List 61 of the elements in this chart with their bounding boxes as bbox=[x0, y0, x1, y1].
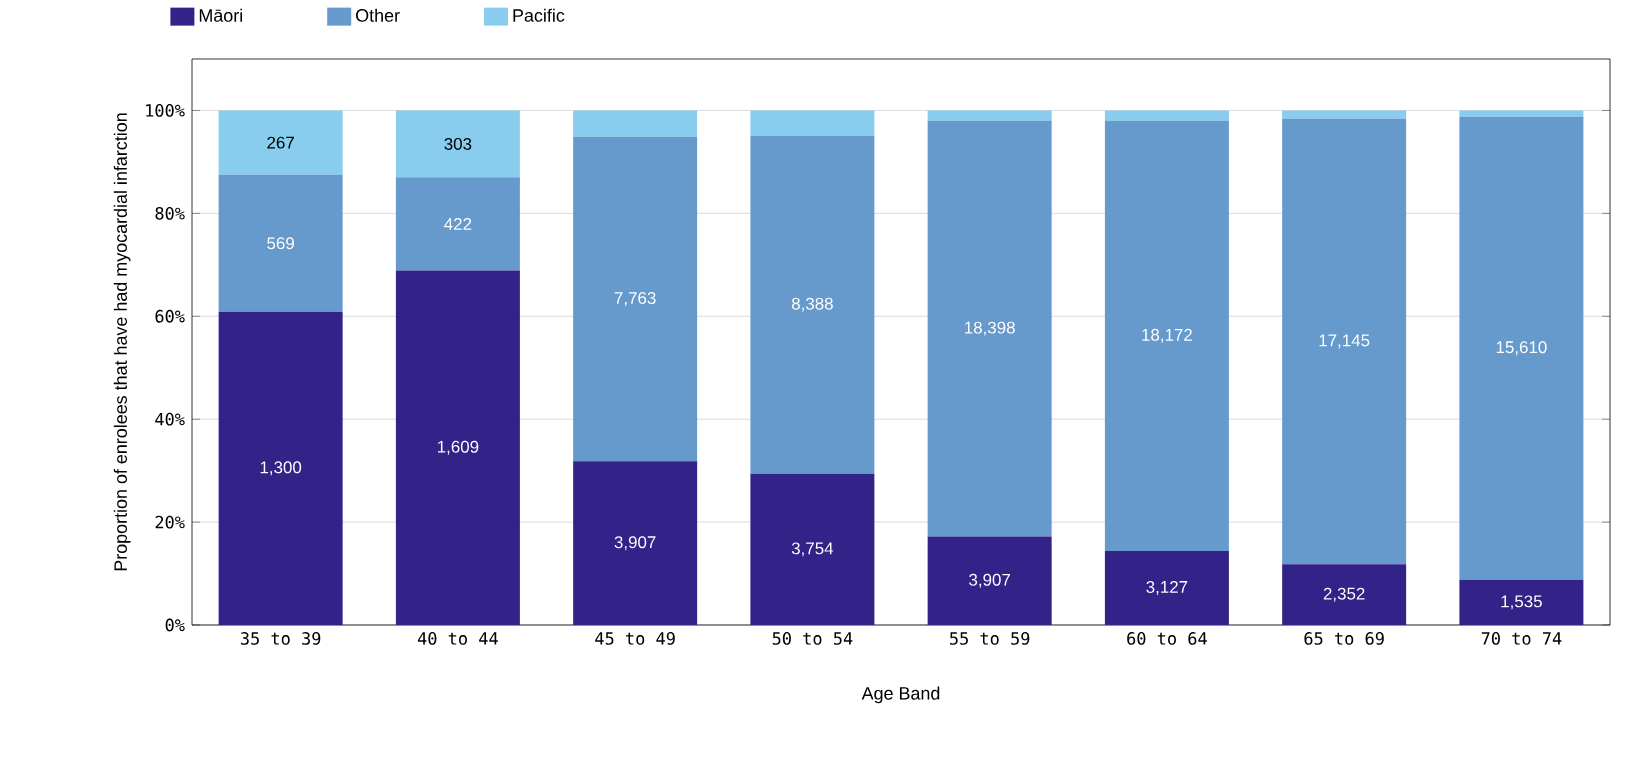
legend-label: Māori bbox=[199, 8, 242, 22]
bar bbox=[218, 174, 343, 312]
bar bbox=[395, 110, 520, 178]
bar bbox=[927, 110, 1052, 121]
annotation: 18,398 bbox=[965, 321, 1015, 336]
annotation: 3,754 bbox=[791, 542, 834, 557]
annotation: 18,172 bbox=[1142, 328, 1192, 343]
bar bbox=[1282, 110, 1407, 119]
y-tick-label: 80% bbox=[155, 206, 185, 220]
x-tick-label: 40 to 44 bbox=[417, 632, 498, 645]
annotation: 7,763 bbox=[614, 292, 656, 307]
annotation: 17,145 bbox=[1319, 334, 1370, 349]
x-tick-label: 50 to 54 bbox=[772, 632, 853, 645]
bar bbox=[750, 473, 875, 625]
y-tick-label: 0% bbox=[165, 618, 185, 632]
x-tick-label: 55 to 59 bbox=[950, 632, 1030, 645]
bar bbox=[1104, 120, 1229, 551]
legend-label: Pacific bbox=[513, 8, 565, 22]
y-axis-title: Proportion of enrolees that have had myocardial infarction bbox=[113, 113, 131, 571]
bar bbox=[573, 110, 698, 137]
y-tick-label: 60% bbox=[155, 309, 185, 323]
annotation: 1,300 bbox=[260, 461, 302, 476]
bar bbox=[218, 311, 343, 625]
bar bbox=[927, 536, 1052, 625]
bar bbox=[750, 135, 875, 474]
bar bbox=[573, 136, 698, 462]
annotation: 8,388 bbox=[791, 297, 833, 312]
annotation: 3,907 bbox=[614, 536, 656, 551]
bar bbox=[750, 110, 875, 136]
annotation: 1,535 bbox=[1501, 595, 1542, 610]
annotation: 3,127 bbox=[1146, 580, 1188, 595]
bar bbox=[395, 177, 520, 271]
annotation: 569 bbox=[267, 237, 294, 250]
annotation: 422 bbox=[444, 218, 472, 230]
bar bbox=[395, 270, 520, 625]
bar bbox=[1459, 579, 1584, 625]
y-tick-label: 100% bbox=[146, 104, 185, 117]
x-tick-label: 70 to 74 bbox=[1481, 632, 1562, 645]
bar bbox=[1282, 118, 1407, 565]
x-tick-label: 65 to 69 bbox=[1304, 632, 1384, 645]
bar bbox=[1104, 550, 1229, 625]
x-tick-label: 60 to 64 bbox=[1127, 632, 1207, 645]
y-tick-label: 20% bbox=[155, 515, 185, 529]
annotation: 3,907 bbox=[969, 573, 1010, 588]
bar bbox=[1459, 116, 1584, 580]
bar bbox=[1104, 110, 1229, 121]
x-axis-title: Age Band bbox=[861, 686, 940, 704]
y-tick-label: 40% bbox=[155, 412, 185, 426]
bar bbox=[218, 110, 343, 175]
x-tick-label: 45 to 49 bbox=[595, 632, 675, 645]
bar bbox=[1282, 564, 1407, 625]
legend-label: Other bbox=[356, 8, 400, 22]
bar bbox=[1459, 110, 1584, 117]
annotation: 2,352 bbox=[1323, 587, 1365, 602]
bar bbox=[927, 120, 1052, 537]
annotation: 1,609 bbox=[437, 440, 479, 455]
annotation: 267 bbox=[267, 136, 294, 149]
x-tick-label: 35 to 39 bbox=[240, 632, 321, 645]
bar bbox=[573, 461, 698, 625]
annotation: 15,610 bbox=[1496, 341, 1547, 356]
annotation: 303 bbox=[444, 137, 472, 150]
